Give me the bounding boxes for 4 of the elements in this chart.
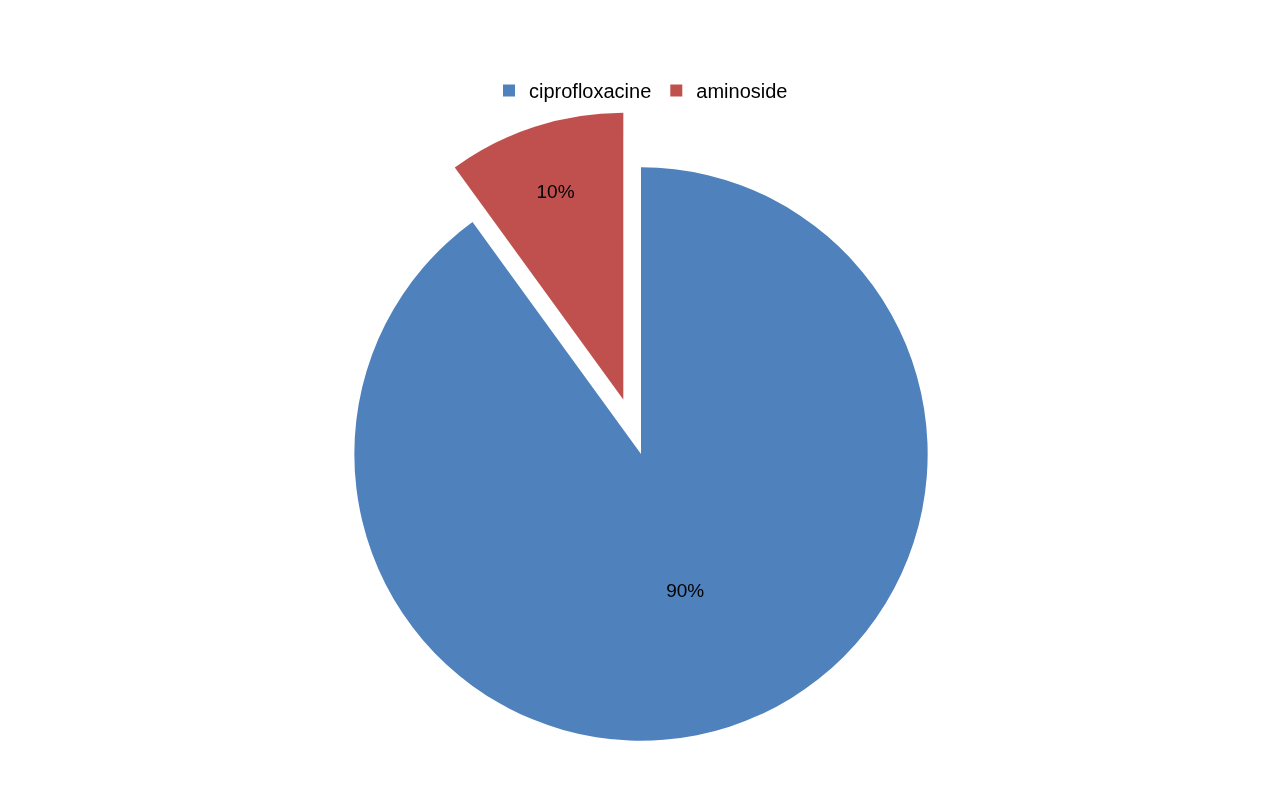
legend-label: aminoside — [696, 80, 788, 103]
data-label: 10% — [536, 180, 575, 202]
legend-label: ciprofloxacine — [529, 80, 652, 103]
data-label: 90% — [666, 579, 705, 601]
